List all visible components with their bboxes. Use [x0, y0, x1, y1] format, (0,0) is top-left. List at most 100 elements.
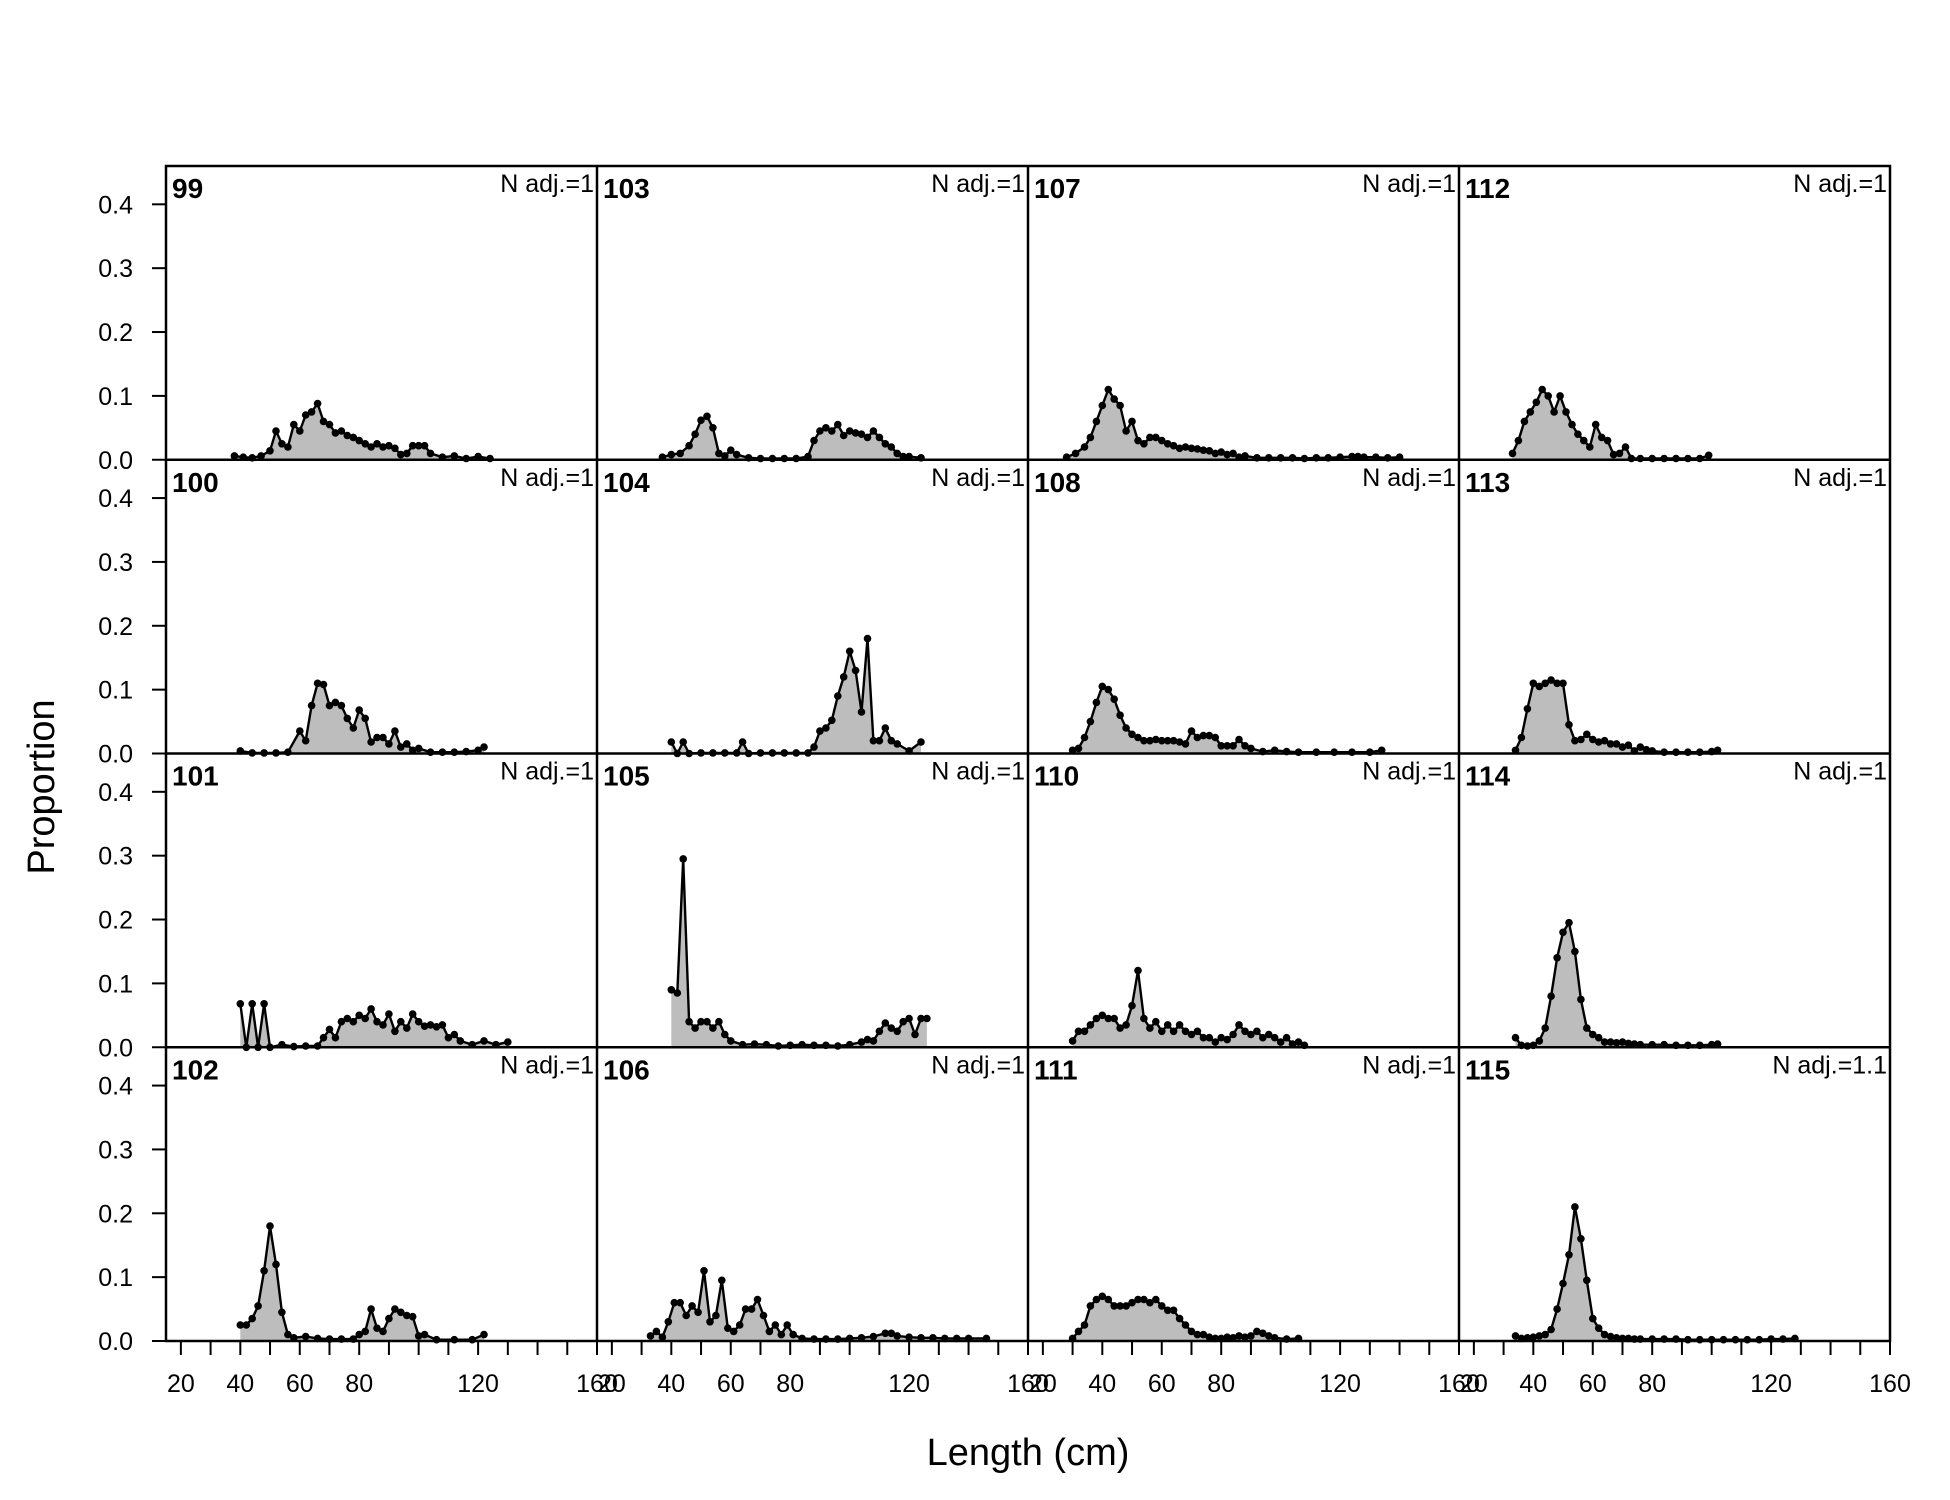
data-point: [1086, 1021, 1095, 1029]
data-point: [1235, 1332, 1243, 1340]
data-point: [839, 673, 848, 681]
data-point: [337, 427, 346, 435]
data-point: [1092, 417, 1101, 426]
panel-103: 103 N adj.=1: [603, 170, 1025, 463]
data-point: [1092, 698, 1101, 707]
panel-label: 107: [1034, 173, 1081, 204]
data-point: [1571, 736, 1579, 745]
y-tick-label: 0.1: [98, 1264, 133, 1292]
data-point: [1229, 1030, 1237, 1039]
x-tick-label: 60: [286, 1370, 314, 1398]
y-tick-label: 0.3: [98, 843, 133, 871]
data-point: [1259, 1329, 1267, 1338]
data-point: [1068, 746, 1077, 755]
data-point: [468, 1335, 477, 1344]
n-adj-label: N adj.=1: [931, 464, 1025, 492]
panel-label: 111: [1034, 1054, 1078, 1085]
data-point: [667, 986, 676, 994]
data-point: [1520, 417, 1529, 426]
data-point: [284, 443, 292, 451]
data-point: [1205, 447, 1214, 455]
data-point: [385, 1010, 393, 1018]
data-point: [432, 1023, 441, 1031]
data-point: [1229, 1334, 1237, 1342]
data-point: [1140, 440, 1148, 448]
data-point: [1235, 735, 1243, 744]
data-point: [1241, 452, 1249, 460]
data-point: [1134, 966, 1142, 975]
data-point: [296, 427, 304, 435]
data-point: [391, 444, 399, 453]
data-point: [905, 1333, 913, 1341]
data-point: [1684, 748, 1692, 756]
n-adj-label: N adj.=1.1: [1772, 1051, 1887, 1079]
data-point: [1229, 742, 1237, 750]
data-point: [1577, 995, 1585, 1004]
data-point: [331, 698, 340, 707]
x-tick-label: 20: [167, 1370, 195, 1398]
x-tick-label: 80: [776, 1370, 804, 1398]
data-point: [857, 430, 866, 439]
data-point: [1577, 1235, 1585, 1243]
data-point: [875, 433, 884, 442]
data-point: [379, 1021, 387, 1029]
panel-110: 110 N adj.=1: [1034, 758, 1456, 1050]
data-point: [881, 440, 890, 448]
panel-115: 115 N adj.=1.1: [1465, 1051, 1887, 1344]
data-point: [1276, 1038, 1285, 1046]
data-point: [1080, 1027, 1089, 1036]
data-point: [1128, 1001, 1136, 1010]
data-point: [1169, 441, 1178, 450]
data-point: [296, 727, 304, 735]
data-point: [325, 701, 334, 710]
data-point: [700, 1267, 708, 1275]
data-point: [367, 738, 375, 746]
area-fill: [1072, 686, 1382, 754]
data-point: [1618, 1038, 1627, 1046]
data-point: [750, 1040, 759, 1048]
panel-label: 105: [603, 761, 650, 792]
data-point: [1535, 1037, 1544, 1045]
data-point: [721, 1030, 729, 1039]
n-adj-label: N adj.=1: [1793, 758, 1887, 786]
data-point: [284, 1330, 292, 1339]
data-point: [929, 1334, 937, 1342]
data-point: [875, 1027, 884, 1036]
x-tick-label: 80: [1638, 1370, 1666, 1398]
data-point: [828, 716, 836, 725]
data-point: [1104, 685, 1113, 694]
data-point: [331, 429, 340, 437]
panel-114: 114 N adj.=1: [1465, 758, 1887, 1050]
data-point: [1071, 449, 1080, 458]
data-point: [1092, 1014, 1101, 1023]
data-point: [1606, 1332, 1615, 1341]
data-point: [1122, 427, 1130, 435]
data-point: [1086, 433, 1095, 442]
data-point: [1110, 395, 1118, 403]
data-point: [1140, 1014, 1148, 1023]
data-point: [426, 1021, 435, 1029]
data-point: [1597, 433, 1606, 442]
data-point: [887, 1024, 896, 1032]
data-point: [881, 724, 890, 732]
data-point: [1134, 436, 1142, 445]
data-point: [753, 1295, 762, 1304]
data-point: [319, 1033, 328, 1042]
n-adj-label: N adj.=1: [500, 170, 594, 198]
data-point: [765, 1327, 774, 1336]
data-point: [834, 692, 842, 700]
data-point: [373, 1324, 381, 1332]
data-point: [1660, 748, 1668, 756]
data-point: [1282, 1033, 1291, 1042]
data-point: [1110, 1014, 1118, 1023]
data-point: [697, 1017, 705, 1026]
data-point: [1583, 1024, 1591, 1032]
data-point: [679, 738, 687, 746]
data-point: [420, 441, 429, 450]
data-point: [667, 450, 676, 459]
data-point: [1312, 748, 1321, 756]
data-point: [1146, 1298, 1154, 1307]
data-point: [1193, 733, 1202, 742]
data-point: [1704, 451, 1713, 460]
y-tick-label: 0.2: [98, 907, 133, 935]
